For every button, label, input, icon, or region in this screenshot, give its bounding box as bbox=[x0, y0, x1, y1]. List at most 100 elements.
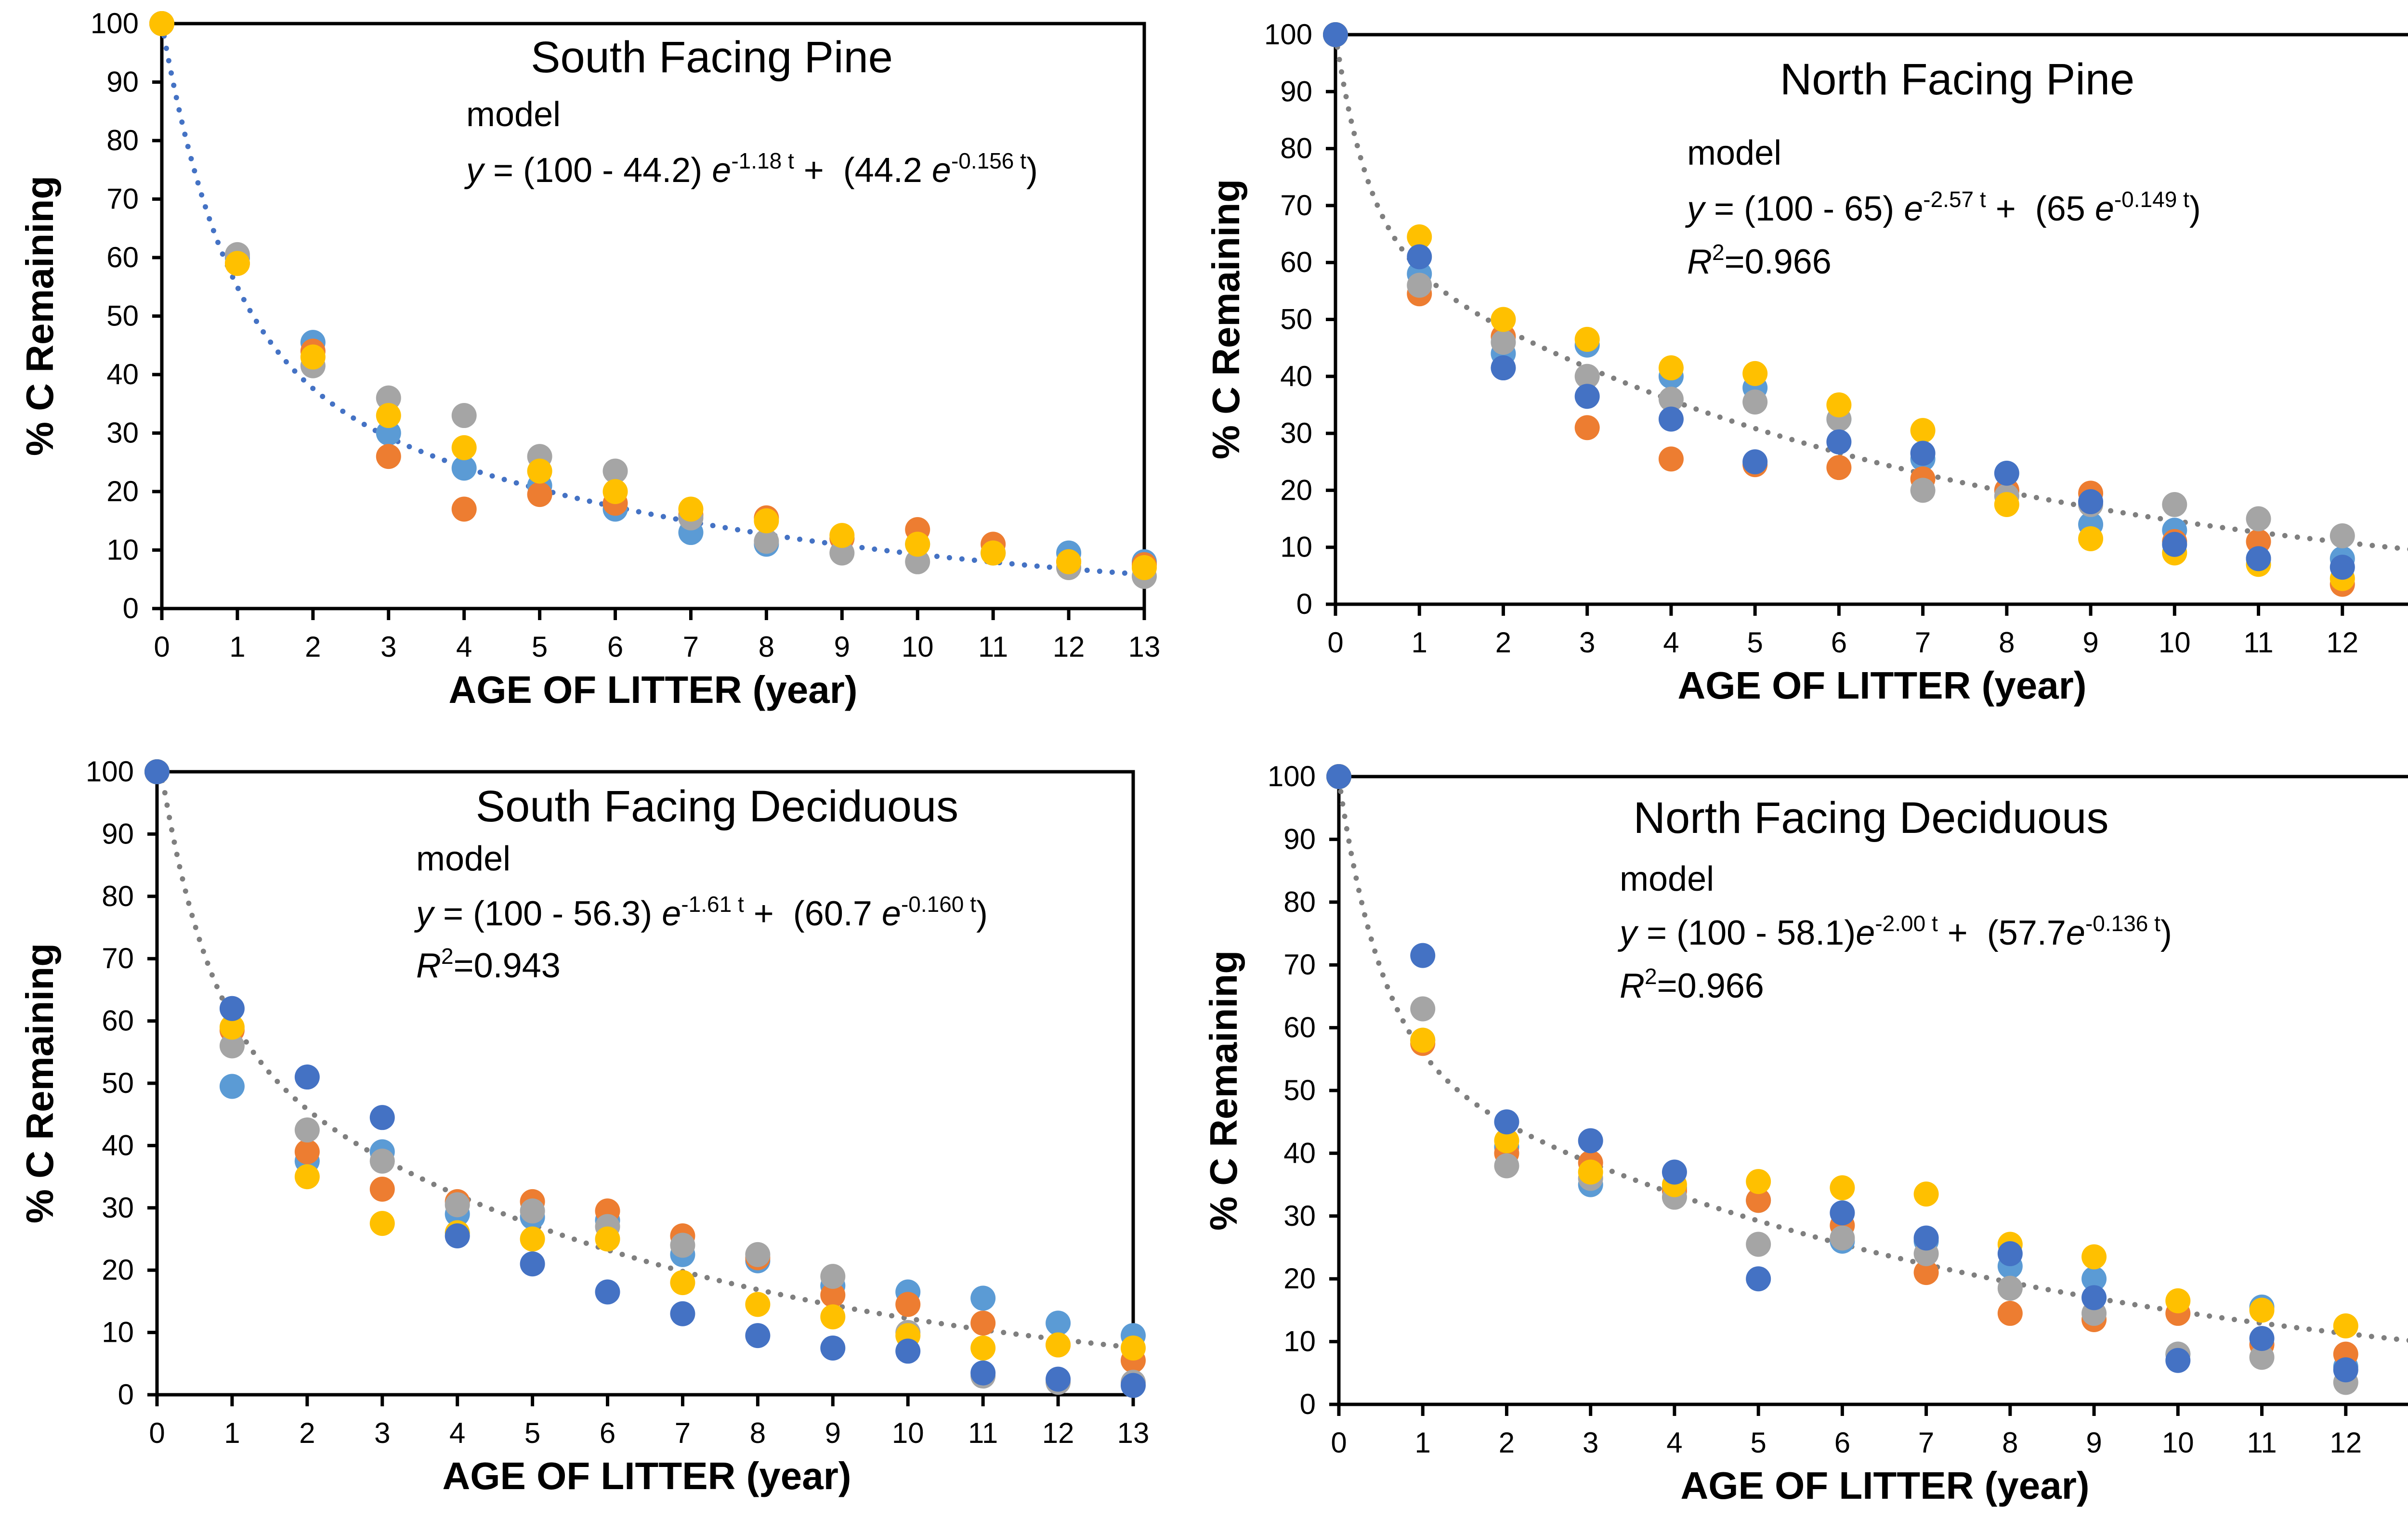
y-tick-label: 20 bbox=[1283, 1262, 1316, 1295]
x-tick-label: 9 bbox=[2086, 1427, 2102, 1459]
y-tick-label: 30 bbox=[106, 417, 139, 449]
data-point bbox=[1997, 1300, 2023, 1326]
r-squared: R2=0.966 bbox=[1620, 964, 1764, 1005]
data-point bbox=[149, 11, 174, 36]
equation-lead-part: = (100 - 56.3) bbox=[433, 895, 662, 933]
y-tick-label: 0 bbox=[1300, 1388, 1316, 1420]
data-point bbox=[595, 1279, 620, 1305]
data-point bbox=[595, 1226, 620, 1252]
model-equation: y = (100 - 56.3) e-1.61 t + (60.7 e-0.16… bbox=[414, 892, 988, 933]
x-tick-label: 4 bbox=[449, 1417, 465, 1449]
x-tick-label: 8 bbox=[1999, 626, 2015, 659]
data-point bbox=[1830, 1200, 1855, 1226]
data-point bbox=[369, 1176, 395, 1202]
data-point bbox=[1574, 384, 1600, 409]
x-tick-label: 10 bbox=[2162, 1427, 2194, 1459]
series-2 bbox=[144, 759, 1146, 1373]
x-tick-label: 11 bbox=[968, 1417, 998, 1449]
data-point bbox=[1407, 244, 1432, 270]
equation-exp1-part: -1.18 t bbox=[731, 148, 794, 173]
data-point bbox=[1826, 455, 1852, 480]
data-point bbox=[2329, 555, 2355, 580]
y-tick-label: 40 bbox=[1283, 1137, 1316, 1169]
data-point bbox=[1494, 1109, 1519, 1135]
data-point bbox=[1830, 1175, 1855, 1201]
y-tick-label: 10 bbox=[1283, 1325, 1316, 1358]
data-point bbox=[820, 1304, 846, 1330]
y-tick-label: 80 bbox=[106, 124, 139, 156]
equation-lead-part: = (100 - 65) bbox=[1704, 190, 1904, 228]
data-point bbox=[2249, 1326, 2275, 1351]
data-point bbox=[294, 1164, 320, 1190]
data-point bbox=[219, 1033, 245, 1059]
y-tick-label: 70 bbox=[106, 183, 139, 215]
data-point bbox=[1494, 1153, 1519, 1179]
data-point bbox=[905, 549, 930, 574]
data-point bbox=[1997, 1275, 2023, 1301]
equation-y-part: y bbox=[464, 151, 485, 190]
x-tick-label: 9 bbox=[834, 631, 850, 663]
data-point bbox=[1056, 549, 1082, 574]
y-tick-label: 100 bbox=[86, 755, 134, 788]
data-point bbox=[1994, 460, 2019, 486]
data-point bbox=[2081, 1285, 2107, 1310]
data-point bbox=[970, 1310, 996, 1336]
x-tick-label: 7 bbox=[1915, 626, 1931, 659]
equation-exp1-part: -2.00 t bbox=[1875, 911, 1938, 936]
series-5 bbox=[144, 759, 1146, 1398]
y-tick-label: 90 bbox=[102, 817, 134, 850]
equation-e1-part: e bbox=[1904, 190, 1923, 228]
data-point bbox=[745, 1323, 771, 1349]
data-point bbox=[1574, 415, 1600, 441]
y-axis-label: % C Remaining bbox=[18, 176, 61, 456]
x-tick-label: 2 bbox=[299, 1417, 315, 1449]
equation-mid-part: + (60.7 bbox=[744, 895, 882, 933]
y-tick-label: 80 bbox=[1283, 886, 1316, 918]
y-tick-label: 70 bbox=[102, 942, 134, 974]
data-point bbox=[1742, 389, 1768, 415]
data-point bbox=[520, 1198, 545, 1224]
data-point bbox=[2162, 532, 2187, 557]
data-point bbox=[1742, 449, 1768, 475]
series-3 bbox=[1326, 764, 2358, 1395]
x-tick-label: 6 bbox=[1834, 1427, 1850, 1459]
x-tick-label: 13 bbox=[1117, 1417, 1150, 1449]
x-tick-label: 1 bbox=[1415, 1427, 1431, 1459]
data-point bbox=[144, 759, 170, 784]
equation-y-part: y bbox=[414, 895, 435, 933]
data-point bbox=[1491, 355, 1516, 381]
series-2 bbox=[149, 11, 1157, 577]
x-tick-label: 4 bbox=[456, 631, 472, 663]
data-point bbox=[445, 1192, 470, 1218]
y-tick-label: 50 bbox=[1283, 1074, 1316, 1106]
r-exponent: 2 bbox=[441, 944, 454, 969]
data-point bbox=[1410, 996, 1436, 1022]
x-tick-label: 1 bbox=[1412, 626, 1427, 659]
x-tick-label: 0 bbox=[1331, 1427, 1347, 1459]
equation-e1-part: e bbox=[1856, 914, 1875, 952]
x-axis-label: AGE OF LITTER (year) bbox=[1681, 1464, 2090, 1507]
plot-frame bbox=[160, 22, 1146, 610]
x-tick-label: 5 bbox=[532, 631, 548, 663]
y-tick-label: 40 bbox=[102, 1129, 134, 1161]
data-point bbox=[678, 496, 704, 522]
y-tick-label: 40 bbox=[1280, 360, 1312, 392]
x-tick-label: 0 bbox=[154, 631, 170, 663]
data-point bbox=[1491, 329, 1516, 355]
data-point bbox=[1578, 1128, 1603, 1154]
x-tick-label: 10 bbox=[892, 1417, 924, 1449]
x-tick-label: 11 bbox=[2247, 1427, 2277, 1459]
data-point bbox=[376, 403, 401, 428]
y-tick-label: 50 bbox=[1280, 303, 1312, 336]
y-tick-label: 0 bbox=[1296, 588, 1312, 620]
x-tick-label: 7 bbox=[1918, 1427, 1934, 1459]
data-point bbox=[2249, 1297, 2275, 1323]
data-point bbox=[2333, 1313, 2358, 1338]
r-symbol: R bbox=[1620, 967, 1645, 1005]
data-point bbox=[820, 1264, 846, 1289]
r-squared: R2=0.966 bbox=[1687, 240, 1832, 281]
chart-title: South Facing Pine bbox=[531, 33, 893, 82]
